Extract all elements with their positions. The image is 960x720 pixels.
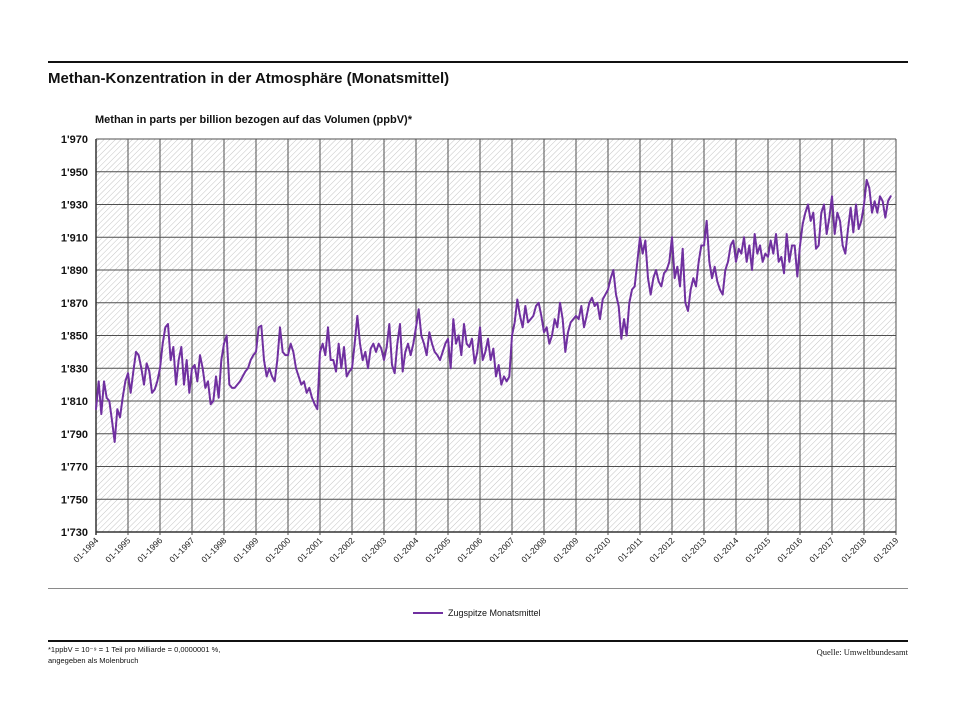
y-tick-label: 1'750	[61, 494, 88, 506]
x-tick-label: 01-2015	[743, 535, 772, 564]
y-tick-label: 1'730	[61, 527, 88, 539]
y-tick-label: 1'970	[61, 134, 88, 146]
x-tick-label: 01-1997	[167, 535, 196, 564]
x-tick-label: 01-2004	[391, 535, 420, 564]
x-tick-label: 01-1999	[231, 535, 260, 564]
y-tick-label: 1'870	[61, 298, 88, 310]
chart-title: Methan-Konzentration in der Atmosphäre (…	[48, 70, 450, 87]
y-tick-label: 1'890	[61, 265, 88, 277]
x-tick-label: 01-2005	[423, 535, 452, 564]
x-tick-label: 01-2012	[647, 535, 676, 564]
x-tick-label: 01-2001	[295, 535, 324, 564]
x-tick-label: 01-2007	[487, 535, 516, 564]
x-tick-label: 01-2009	[551, 535, 580, 564]
legend: Zugspitze Monatsmittel	[413, 608, 541, 618]
x-tick-labels: 01-1994 01-1995 01-1996 01-1997 01-1998 01-19…	[71, 535, 900, 564]
y-tick-label: 1'790	[61, 429, 88, 441]
x-tick-label: 01-2016	[775, 535, 804, 564]
footer-rule	[48, 640, 908, 642]
legend-divider	[48, 588, 908, 589]
x-tick-label: 01-2008	[519, 535, 548, 564]
y-tick-labels: 1'970 1'950 1'930 1'910 1'890 1'870 1'850 1'830…	[61, 134, 88, 539]
x-tick-label: 01-2000	[263, 535, 292, 564]
x-tick-label: 01-2002	[327, 535, 356, 564]
x-tick-label: 01-2018	[839, 535, 868, 564]
legend-label: Zugspitze Monatsmittel	[448, 608, 541, 618]
legend-swatch-line	[413, 611, 443, 615]
y-tick-label: 1'910	[61, 232, 88, 244]
x-tick-label: 01-1996	[135, 535, 164, 564]
footnote-line-1: *1ppbV = 10⁻⁹ = 1 Teil pro Milliarde = 0…	[48, 645, 221, 654]
series-line	[95, 178, 892, 443]
top-rule	[48, 61, 908, 63]
y-tick-label: 1'810	[61, 396, 88, 408]
y-tick-label: 1'950	[61, 167, 88, 179]
y-tick-label: 1'830	[61, 363, 88, 375]
x-tick-label: 01-2014	[711, 535, 740, 564]
x-tick-label: 01-2017	[807, 535, 836, 564]
x-tick-label: 01-1994	[71, 535, 100, 564]
x-tick-label: 01-1998	[199, 535, 228, 564]
x-tick-label: 01-2011	[616, 535, 645, 564]
y-axis-label: Methan in parts per billion bezogen auf …	[95, 114, 412, 126]
y-tick-label: 1'930	[61, 200, 88, 212]
x-tick-label: 01-2013	[679, 535, 708, 564]
x-tick-label: 01-2006	[455, 535, 484, 564]
y-tick-label: 1'850	[61, 331, 88, 343]
y-tick-label: 1'770	[61, 462, 88, 474]
x-tick-label: 01-1995	[103, 535, 132, 564]
source-credit: Quelle: Umweltbundesamt	[816, 647, 908, 657]
footnote: *1ppbV = 10⁻⁹ = 1 Teil pro Milliarde = 0…	[48, 644, 220, 666]
x-tick-label: 01-2019	[871, 535, 900, 564]
series-group	[95, 178, 892, 443]
footnote-line-2: angegeben als Molenbruch	[48, 656, 139, 665]
x-tick-label: 01-2003	[359, 535, 388, 564]
gridlines	[95, 138, 897, 535]
x-tick-label: 01-2010	[583, 535, 612, 564]
